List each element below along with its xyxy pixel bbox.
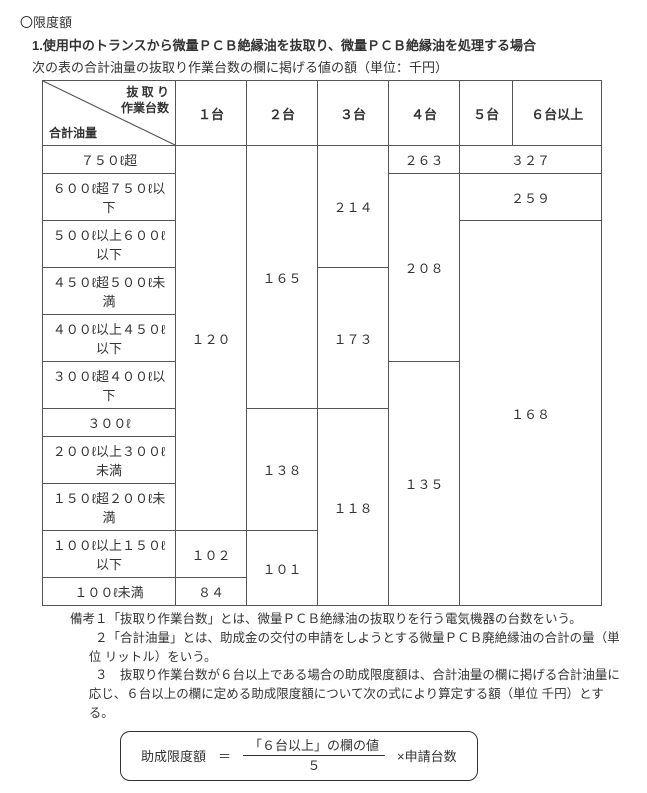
note-1: 備考１「抜取り作業台数」とは、微量ＰＣＢ絶縁油の抜取りを行う電気機器の台数をいう… bbox=[70, 610, 627, 629]
cell: １６５ bbox=[247, 146, 318, 409]
diagonal-header: 抜 取 り 作業台数 合計油量 bbox=[43, 81, 176, 146]
cell: １１８ bbox=[318, 409, 389, 606]
diag-top2: 作業台数 bbox=[121, 101, 169, 115]
row-hdr: ６００ℓ超７５０ℓ以下 bbox=[43, 174, 176, 221]
formula-box: 助成限度額 ＝ 「６台以上」の欄の値 ５ ×申請台数 bbox=[120, 731, 478, 781]
col-5: ５台 bbox=[460, 81, 513, 146]
limit-table: 抜 取 り 作業台数 合計油量 １台 ２台 ３台 ４台 ５台 ６台以上 ７５０ℓ… bbox=[42, 80, 602, 606]
cell: １３８ bbox=[247, 409, 318, 531]
diag-top1: 抜 取 り bbox=[126, 85, 169, 99]
cell: ２１４ bbox=[318, 146, 389, 268]
cell: １０２ bbox=[176, 531, 247, 578]
cell: ２６３ bbox=[389, 146, 460, 174]
row-hdr: ３００ℓ bbox=[43, 409, 176, 437]
formula-fraction: 「６台以上」の欄の値 ５ bbox=[243, 738, 385, 774]
cell: １０１ bbox=[247, 531, 318, 606]
cell: １３５ bbox=[389, 362, 460, 606]
formula-numer: 「６台以上」の欄の値 bbox=[243, 738, 385, 757]
row-hdr: ４５０ℓ超５００ℓ未満 bbox=[43, 268, 176, 315]
cell: ２０８ bbox=[389, 174, 460, 362]
subtitle: 次の表の合計油量の抜取り作業台数の欄に掲げる値の額（単位：千円） bbox=[32, 57, 627, 76]
note-2: ２「合計油量」とは、助成金の交付の申請をしようとする微量ＰＣＢ廃絶縁油の合計の量… bbox=[70, 629, 627, 667]
col-6: ６台以上 bbox=[513, 81, 602, 146]
row-hdr: １００ℓ以上１５０ℓ以下 bbox=[43, 531, 176, 578]
title-1: 1.使用中のトランスから微量ＰＣＢ絶縁油を抜取り、微量ＰＣＢ絶縁油を処理する場合 bbox=[32, 37, 627, 55]
col-3: ３台 bbox=[318, 81, 389, 146]
cell: ３２７ bbox=[460, 146, 602, 174]
cell: １７３ bbox=[318, 268, 389, 409]
formula-lhs: 助成限度額 bbox=[141, 746, 206, 765]
formula-wrap: 助成限度額 ＝ 「６台以上」の欄の値 ５ ×申請台数 bbox=[120, 731, 627, 781]
cell: ２５９ bbox=[460, 174, 602, 221]
row-hdr: ７５０ℓ超 bbox=[43, 146, 176, 174]
col-2: ２台 bbox=[247, 81, 318, 146]
cell: ８４ bbox=[176, 578, 247, 606]
row-hdr: ２００ℓ以上３００ℓ未満 bbox=[43, 437, 176, 484]
col-1: １台 bbox=[176, 81, 247, 146]
row-hdr: ４００ℓ以上４５０ℓ以下 bbox=[43, 315, 176, 362]
cell: １２０ bbox=[176, 146, 247, 531]
row-hdr: １００ℓ未満 bbox=[43, 578, 176, 606]
notes-block: 備考１「抜取り作業台数」とは、微量ＰＣＢ絶縁油の抜取りを行う電気機器の台数をいう… bbox=[70, 610, 627, 723]
formula-tail: ×申請台数 bbox=[397, 746, 457, 765]
formula-eq: ＝ bbox=[218, 746, 231, 765]
note-3: ３ 抜取り作業台数が６台以上である場合の助成限度額は、合計油量の欄に掲げる合計油… bbox=[70, 666, 627, 722]
col-4: ４台 bbox=[389, 81, 460, 146]
section-marker: 〇限度額 bbox=[20, 12, 627, 31]
row-hdr: ３００ℓ超４００ℓ以下 bbox=[43, 362, 176, 409]
formula-denom: ５ bbox=[308, 756, 321, 774]
diag-bottom: 合計油量 bbox=[49, 124, 97, 141]
row-hdr: ５００ℓ以上６００ℓ以下 bbox=[43, 221, 176, 268]
cell: １６８ bbox=[460, 221, 602, 606]
row-hdr: １５０ℓ超２００ℓ未満 bbox=[43, 484, 176, 531]
